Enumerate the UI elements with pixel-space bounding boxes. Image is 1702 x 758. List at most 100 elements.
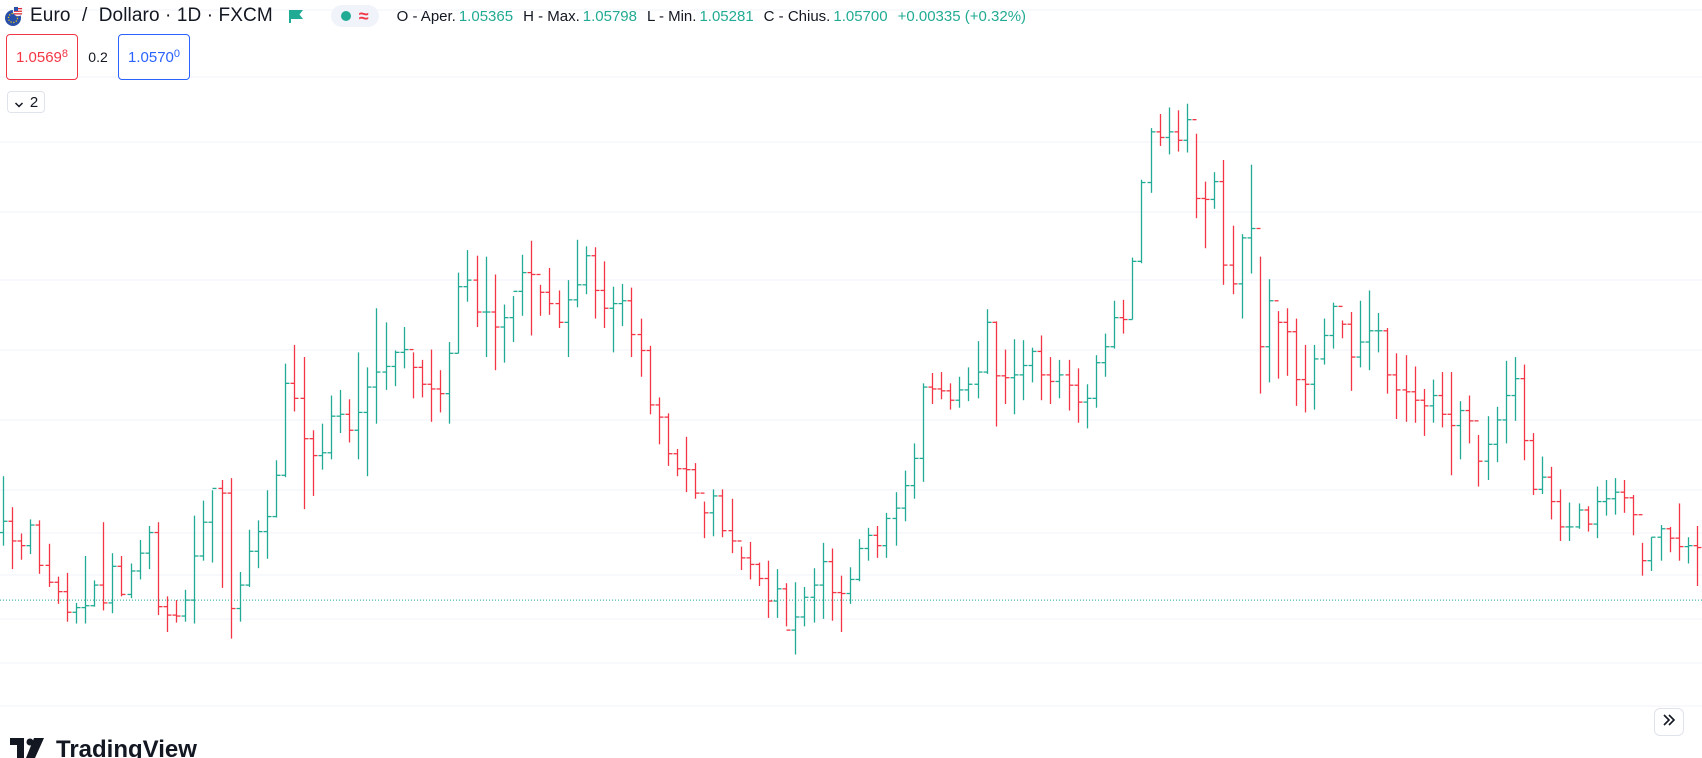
ohlc-bar	[1620, 479, 1629, 513]
buy-button[interactable]: 1.0570 0	[118, 34, 191, 80]
ohlc-bar	[746, 541, 755, 580]
ohlc-bar	[1547, 466, 1556, 520]
ohlc-bar	[245, 529, 254, 587]
ohlc-bar	[1402, 355, 1411, 422]
open-value: 1.05365	[458, 7, 514, 25]
ohlc-bar	[955, 376, 964, 408]
ohlc-bar	[518, 254, 527, 316]
ohlc-bar	[172, 600, 181, 623]
ohlc-bar	[591, 247, 600, 319]
ohlc-bar	[409, 348, 418, 399]
ohlc-bar	[1429, 379, 1438, 423]
ohlc-bar	[1684, 537, 1693, 564]
ohlc-bar	[1165, 107, 1174, 155]
ohlc-bar	[527, 240, 536, 336]
ohlc-bar	[1247, 164, 1256, 274]
ohlc-bar	[992, 321, 1001, 427]
ohlc-bar	[1110, 300, 1119, 349]
ohlc-bar	[454, 272, 463, 354]
ohlc-bar	[555, 290, 564, 328]
ohlc-bar	[427, 349, 436, 422]
legend-header: Euro / Dollaro · 1D · FXCM ≈ O - Aper. 1…	[4, 4, 1032, 28]
ohlc-bar	[1201, 181, 1210, 249]
ohlc-bar	[1447, 372, 1456, 476]
ohlc-bar	[1502, 360, 1511, 444]
ohlc-bar	[136, 540, 145, 580]
ohlc-bar	[1693, 525, 1702, 587]
symbol-quote: Dollaro	[98, 5, 160, 26]
ohlc-bar	[782, 583, 791, 631]
ohlc-bar	[983, 309, 992, 374]
ohlc-bar	[1365, 290, 1374, 371]
close-label: C - Chius.	[763, 7, 831, 25]
ohlc-bar	[1329, 302, 1338, 349]
ohlc-bar	[764, 560, 773, 618]
ohlc-bar	[45, 543, 54, 587]
ohlc-bar	[1256, 227, 1265, 394]
ohlc-bar	[208, 487, 217, 563]
open-label: O - Aper.	[396, 7, 456, 25]
ohlc-bar	[837, 575, 846, 632]
ohlc-bar	[1274, 300, 1283, 379]
ohlc-bar	[536, 273, 545, 316]
ohlc-bar	[1666, 526, 1675, 553]
ohlc-bar	[928, 373, 937, 404]
market-flag-icon[interactable]	[288, 9, 303, 23]
symbol-title[interactable]: Euro / Dollaro · 1D · FXCM	[30, 5, 273, 27]
ohlc-bar	[1156, 114, 1165, 146]
data-delay-wave-icon: ≈	[358, 6, 369, 26]
ohlc-bar	[618, 283, 627, 327]
chevron-down-icon	[14, 97, 24, 108]
ohlc-bars	[0, 103, 1702, 655]
ohlc-bar	[8, 507, 17, 570]
ohlc-bar	[846, 567, 855, 604]
ohlc-bar	[254, 520, 263, 569]
ohlc-bar	[855, 539, 864, 582]
ohlc-bar	[728, 498, 737, 554]
ohlc-bar	[1092, 355, 1101, 408]
status-pill[interactable]: ≈	[330, 5, 379, 27]
symbol-separator: /	[81, 5, 88, 26]
currency-flag-icon	[4, 5, 24, 26]
ohlc-bar	[108, 553, 117, 614]
ohlc-bar	[1657, 525, 1666, 561]
ohlc-bar	[1283, 308, 1292, 376]
ohlc-bar	[655, 397, 664, 445]
ohlc-bar	[1647, 536, 1656, 572]
indicators-count: 2	[29, 93, 39, 111]
low-value: 1.05281	[699, 7, 754, 25]
ohlc-bar	[1010, 339, 1019, 415]
ohlc-bar	[473, 255, 482, 328]
ohlc-bar	[582, 246, 591, 295]
ohlc-bar	[1083, 384, 1092, 429]
ohlc-bar	[637, 318, 646, 377]
low-label: L - Min.	[646, 7, 697, 25]
ohlc-bar	[882, 512, 891, 558]
ohlc-bar	[300, 357, 309, 510]
tradingview-logo[interactable]: TradingView	[10, 736, 197, 758]
ohlc-bar	[1356, 300, 1365, 368]
double-chevron-right-icon	[1662, 713, 1676, 732]
ohlc-bar	[1219, 160, 1228, 285]
ohlc-bar	[99, 522, 108, 611]
ohlc-bar	[1392, 353, 1401, 419]
ohlc-bar	[1638, 514, 1647, 576]
ohlc-bar	[919, 383, 928, 482]
ohlc-bar	[26, 519, 35, 555]
ohlc-bar	[436, 370, 445, 413]
sell-price-pip: 8	[61, 48, 69, 60]
scroll-to-realtime-button[interactable]	[1654, 708, 1684, 736]
sell-button[interactable]: 1.0569 8	[6, 34, 79, 80]
ohlc-bar	[63, 572, 72, 622]
ohlc-bar	[1584, 506, 1593, 532]
ohlc-bar	[1675, 503, 1684, 561]
ohlc-bar	[345, 399, 354, 443]
ohlc-bar	[327, 395, 336, 460]
ohlc-bar	[1128, 257, 1137, 321]
ohlc-bar	[1493, 406, 1502, 463]
ohlc-bar	[236, 571, 245, 622]
indicators-toggle-button[interactable]: 2	[7, 91, 45, 113]
ohlc-bar	[1001, 349, 1010, 404]
